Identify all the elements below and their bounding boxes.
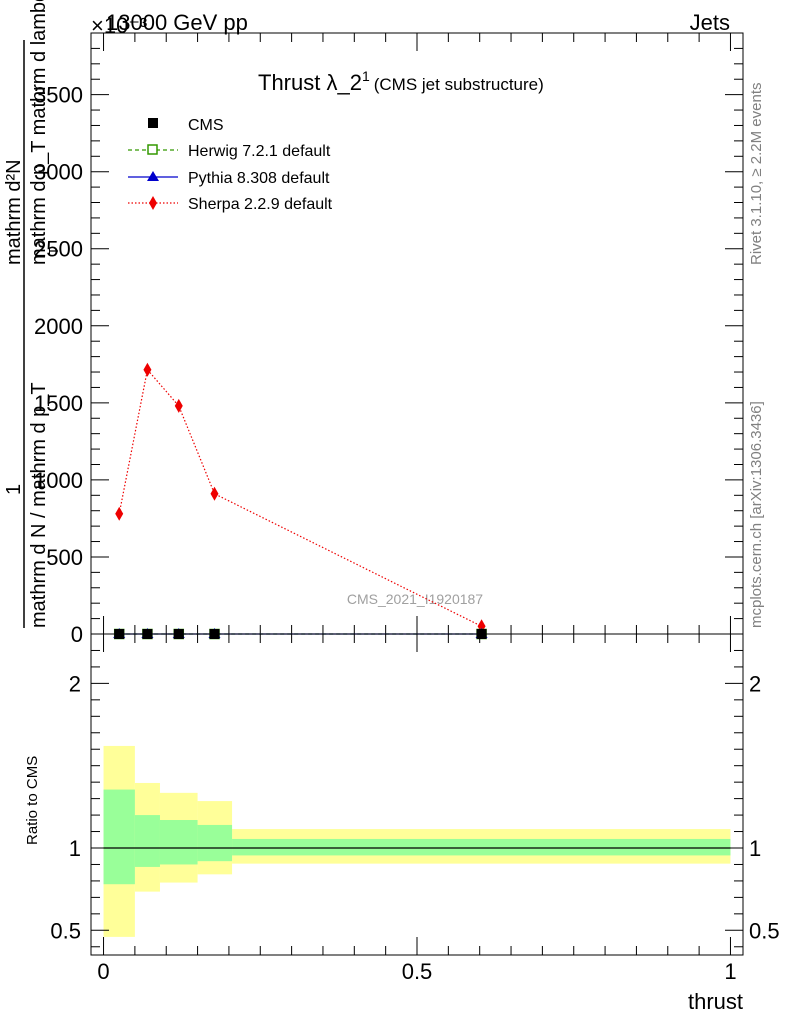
legend-label-herwig: Herwig 7.2.1 default <box>188 143 331 160</box>
header-process: 13000 GeV pp <box>106 10 248 35</box>
ratio-ytick-label-left: 0.5 <box>50 918 81 943</box>
ratio-ylabel: Ratio to CMS <box>24 756 41 845</box>
ratio-xtick-label: 1 <box>724 959 736 984</box>
chart-title-sup: 1 <box>362 68 370 84</box>
ratio-tick-labels: 0.5 0.5 1 1 2 2 0 0.5 1 <box>50 671 779 984</box>
ratio-band-green <box>159 820 198 865</box>
ylabel-numerator: mathrm d²N <box>3 159 25 265</box>
main-ytick-label: 500 <box>46 545 83 570</box>
ratio-ytick-label-right: 2 <box>749 671 761 696</box>
header-category: Jets <box>690 10 730 35</box>
legend-label-pythia: Pythia 8.308 default <box>188 170 330 187</box>
ylabel-denominator: mathrm d N / mathrm d p_T <box>28 382 50 628</box>
data-point-sherpa <box>174 398 183 413</box>
legend-label-sherpa: Sherpa 2.2.9 default <box>188 196 333 213</box>
main-ytick-label: 2000 <box>34 314 83 339</box>
main-ytick-label: 3500 <box>34 83 83 108</box>
chart-title: Thrust λ_21 (CMS jet substructure) <box>258 68 544 95</box>
legend-marker-herwig <box>147 144 158 155</box>
ratio-axis-ticks <box>91 634 743 955</box>
chart-title-main: Thrust λ_2 <box>258 70 362 95</box>
main-ylabel: mathrm d²N mathrm d p_T mathrm d lambda … <box>3 0 61 628</box>
data-point-sherpa <box>210 486 219 501</box>
main-y-tick-labels: 0 500 1000 1500 2000 2500 3000 3500 <box>34 83 83 647</box>
main-ytick-label: 1500 <box>34 391 83 416</box>
legend-marker-sherpa <box>149 196 157 210</box>
ratio-ytick-label-right: 1 <box>749 836 761 861</box>
legend-marker-pythia <box>147 171 159 181</box>
ratio-bands <box>103 745 731 937</box>
watermark: CMS_2021_I1920187 <box>347 591 483 607</box>
series-line-sherpa <box>118 368 482 627</box>
ylabel-prefix: 1 <box>3 484 25 495</box>
ratio-band-green <box>197 824 233 862</box>
side-label-rivet: Rivet 3.1.10, ≥ 2.2M events <box>748 83 765 266</box>
ratio-ytick-label-left: 1 <box>69 836 81 861</box>
ratio-xtick-label: 0 <box>97 959 109 984</box>
ratio-band-green <box>232 838 731 856</box>
header-exponent: ×10⁻³ <box>91 13 147 38</box>
main-ytick-label: 1000 <box>34 468 83 493</box>
ylabel-sub: T <box>46 247 61 255</box>
main-ytick-label: 0 <box>71 622 83 647</box>
main-ytick-label: 3000 <box>34 160 83 185</box>
data-point-sherpa <box>115 506 124 521</box>
ratio-xtick-label: 0.5 <box>402 959 433 984</box>
side-label-mcplots: mcplots.cern.ch [arXiv:1306.3436] <box>748 401 765 628</box>
ylabel-line2: mathrm d p_T mathrm d lambda <box>28 0 50 265</box>
legend-marker-cms <box>148 118 158 128</box>
chart-subtitle: (CMS jet substructure) <box>374 75 544 94</box>
data-point-sherpa <box>143 362 152 377</box>
ratio-xlabel: thrust <box>688 989 743 1014</box>
ratio-band-green <box>103 789 135 885</box>
legend: CMS Herwig 7.2.1 default Pythia 8.308 de… <box>128 117 333 213</box>
ratio-ytick-label-right: 0.5 <box>749 918 780 943</box>
legend-label-cms: CMS <box>188 117 224 134</box>
ratio-band-green <box>134 815 160 867</box>
ratio-ytick-label-left: 2 <box>69 671 81 696</box>
main-ytick-label: 2500 <box>34 237 83 262</box>
